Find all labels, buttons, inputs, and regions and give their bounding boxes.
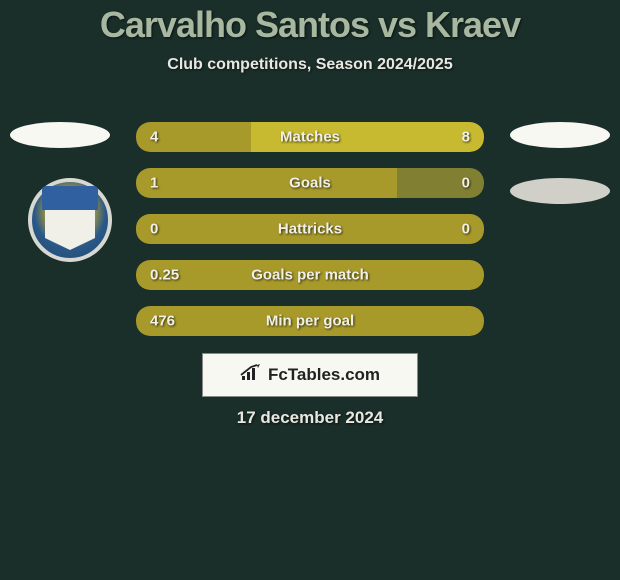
bar-row-goals: 1 Goals 0 bbox=[136, 168, 484, 198]
chart-line-icon bbox=[240, 364, 262, 387]
branding-box[interactable]: FcTables.com bbox=[202, 353, 418, 397]
club-badge bbox=[28, 178, 112, 262]
comparison-chart: 4 Matches 8 1 Goals 0 0 Hattricks 0 0.25… bbox=[136, 122, 484, 352]
bar-row-hattricks: 0 Hattricks 0 bbox=[136, 214, 484, 244]
bar-value-left: 0.25 bbox=[150, 267, 179, 284]
footer-date: 17 december 2024 bbox=[0, 408, 620, 428]
bar-label: Min per goal bbox=[266, 313, 354, 330]
player1-logo-placeholder bbox=[10, 122, 110, 148]
header: Carvalho Santos vs Kraev Club competitio… bbox=[0, 0, 620, 74]
bar-value-left: 0 bbox=[150, 221, 158, 238]
player2-logo-placeholder-1 bbox=[510, 122, 610, 148]
subtitle: Club competitions, Season 2024/2025 bbox=[0, 56, 620, 74]
bar-left-fill bbox=[136, 168, 397, 198]
player2-logo-placeholder-2 bbox=[510, 178, 610, 204]
bar-value-left: 4 bbox=[150, 129, 158, 146]
branding-text: FcTables.com bbox=[268, 365, 380, 385]
bar-value-right: 8 bbox=[462, 129, 470, 146]
bar-label: Goals bbox=[289, 175, 331, 192]
bar-value-left: 476 bbox=[150, 313, 175, 330]
bar-value-right: 0 bbox=[462, 175, 470, 192]
bar-label: Hattricks bbox=[278, 221, 342, 238]
bar-row-min-per-goal: 476 Min per goal bbox=[136, 306, 484, 336]
bar-right-fill bbox=[397, 168, 484, 198]
page-title: Carvalho Santos vs Kraev bbox=[0, 4, 620, 46]
bar-value-right: 0 bbox=[462, 221, 470, 238]
bar-label: Matches bbox=[280, 129, 340, 146]
bar-label: Goals per match bbox=[251, 267, 369, 284]
bar-value-left: 1 bbox=[150, 175, 158, 192]
bar-row-matches: 4 Matches 8 bbox=[136, 122, 484, 152]
bar-row-goals-per-match: 0.25 Goals per match bbox=[136, 260, 484, 290]
